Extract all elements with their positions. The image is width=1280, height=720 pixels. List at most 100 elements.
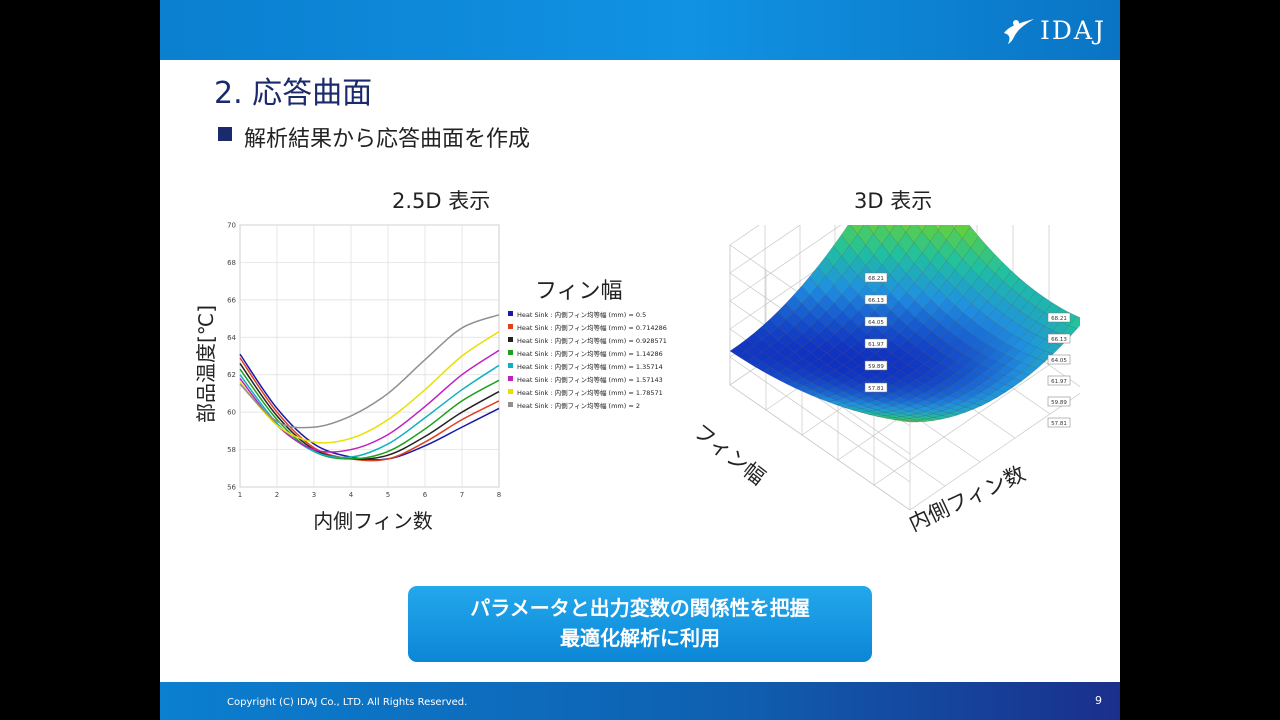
surface-cell — [834, 340, 852, 354]
legend-entry-3: Heat Sink : 内側フィン均等幅 (mm) = 0.928571 — [508, 333, 667, 346]
surface-cell — [745, 345, 763, 358]
surface-cell — [891, 396, 910, 404]
series-line-8 — [239, 314, 500, 429]
summary-callout: パラメータと出力変数の関係性を把握 最適化解析に利用 — [408, 586, 872, 662]
surface-cell — [933, 415, 950, 420]
y-tick-label: 64 — [227, 334, 236, 342]
surface-cell — [843, 387, 861, 396]
z-tick-right: 57.81 — [1047, 417, 1071, 428]
slide-title: 2. 応答曲面 — [214, 76, 373, 111]
surface-cell — [835, 403, 854, 408]
surface-cell — [915, 384, 933, 393]
svg-text:59.89: 59.89 — [1051, 400, 1067, 406]
z-tick-right: 68.21 — [1047, 312, 1071, 323]
series-line-2 — [239, 357, 500, 462]
y-tick-label: 58 — [227, 446, 236, 454]
frame-line — [729, 225, 842, 302]
company-logo: IDAJ — [1002, 14, 1106, 46]
surface-cell — [914, 252, 931, 274]
surface-cell — [970, 235, 988, 258]
caption-3d: 3D 表示 — [854, 189, 933, 213]
surface-cell — [883, 364, 901, 376]
legend-entry-1: Heat Sink : 内側フィン均等幅 (mm) = 0.5 — [508, 307, 667, 320]
legend-label: Heat Sink : 内側フィン均等幅 (mm) = 0.714286 — [517, 323, 667, 332]
surface-cell — [906, 300, 924, 318]
y-tick-label: 70 — [227, 222, 236, 230]
surface-cell — [901, 420, 919, 423]
legend-swatch — [508, 324, 513, 329]
surface-cell — [859, 395, 877, 403]
surface-cell — [802, 381, 820, 390]
surface-cell — [794, 385, 813, 393]
surface-cell — [849, 293, 867, 312]
frame-line — [873, 364, 1050, 486]
legend-entry-6: Heat Sink : 内側フィン均等幅 (mm) = 1.57143 — [508, 372, 667, 385]
z-tick-left: 61.97 — [864, 338, 888, 349]
surface-cell — [842, 302, 859, 320]
surface-cell — [810, 346, 828, 360]
surface-cell — [817, 276, 835, 295]
surface-cell — [995, 298, 1013, 315]
surface-cell — [909, 413, 926, 418]
legend-swatch — [508, 376, 513, 381]
surface-cell — [914, 272, 931, 292]
z-tick-right: 66.13 — [1047, 333, 1071, 344]
surface-cell — [778, 367, 796, 377]
series-line-5 — [239, 364, 500, 459]
callout-line-2: 最適化解析に利用 — [560, 626, 720, 650]
y-tick-label: 60 — [227, 409, 236, 417]
surface-cell — [746, 356, 763, 367]
surface-cell — [987, 291, 1004, 309]
frame-line — [729, 356, 911, 483]
surface-cell — [811, 386, 829, 394]
bullet-square-icon — [218, 127, 232, 141]
x-tick-label: 4 — [349, 491, 354, 499]
legend-label: Heat Sink : 内側フィン均等幅 (mm) = 1.14286 — [517, 349, 663, 358]
surface-cell — [930, 289, 948, 308]
surface-cell — [833, 255, 851, 277]
y-axis-label: 部品温度[℃] — [194, 305, 218, 423]
surface-cell — [931, 373, 949, 384]
legend-label: Heat Sink : 内側フィン均等幅 (mm) = 1.78571 — [517, 388, 663, 397]
surface-cell — [803, 389, 821, 396]
surface-cell — [925, 417, 942, 421]
z-tick-right: 64.05 — [1047, 354, 1071, 365]
surface-cell — [914, 324, 932, 340]
surface-y-label: フィン幅 — [689, 419, 770, 489]
z-tick-left: 57.81 — [864, 382, 888, 393]
surface-cell — [881, 254, 899, 275]
surface-cell — [917, 225, 927, 232]
bullet-text: 解析結果から応答曲面を作成 — [244, 127, 531, 152]
surface-cell — [898, 339, 916, 354]
surface-cell — [753, 326, 771, 341]
slide: IDAJ 2. 応答曲面 解析結果から応答曲面を作成 2.5D 表示 3D 表示… — [160, 0, 1120, 720]
surface-chart-3d: 68.21 66.13 64.05 61.97 59.89 57.81 68.21 66.13… — [689, 225, 1080, 536]
svg-text:57.81: 57.81 — [1051, 421, 1067, 427]
callout-line-1: パラメータと出力変数の関係性を把握 — [470, 596, 810, 620]
legend-entry-2: Heat Sink : 内側フィン均等幅 (mm) = 0.714286 — [508, 320, 667, 333]
surface-cell — [881, 232, 899, 255]
y-tick-label: 62 — [227, 371, 236, 379]
surface-cell — [873, 225, 891, 245]
surface-cell — [891, 380, 909, 390]
legend-swatch — [508, 389, 513, 394]
z-tick-left: 64.05 — [864, 316, 888, 327]
legend-label: Heat Sink : 内側フィン均等幅 (mm) = 0.5 — [517, 310, 647, 319]
surface-cell — [889, 264, 907, 285]
surface-cell — [809, 266, 826, 287]
bird-logo-icon — [1004, 19, 1034, 44]
surface-cell — [857, 244, 875, 267]
surface-cell — [1004, 378, 1022, 388]
surface-cell — [835, 391, 853, 399]
svg-text:68.21: 68.21 — [1051, 316, 1067, 322]
legend-title: フィン幅 — [535, 279, 623, 304]
footer-bar: Copyright (C) IDAJ Co., LTD. All Rights … — [160, 682, 1120, 720]
series-line-3 — [239, 363, 500, 461]
legend-label: Heat Sink : 内側フィン均等幅 (mm) = 1.57143 — [517, 375, 663, 384]
surface-cell — [940, 402, 958, 409]
surface-cell — [818, 353, 836, 365]
legend-entry-8: Heat Sink : 内側フィン均等幅 (mm) = 2 — [508, 398, 667, 411]
surface-cell — [867, 392, 885, 400]
surface-cell — [827, 399, 846, 406]
surface-cell — [818, 340, 836, 354]
